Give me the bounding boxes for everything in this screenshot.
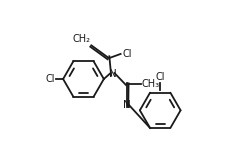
Text: CH₃: CH₃ xyxy=(142,79,160,89)
Text: CH₂: CH₂ xyxy=(72,34,91,44)
Text: Cl: Cl xyxy=(46,74,55,84)
Text: Cl: Cl xyxy=(155,72,165,82)
Text: N: N xyxy=(123,100,130,110)
Text: Cl: Cl xyxy=(122,49,132,59)
Text: N: N xyxy=(109,69,116,79)
